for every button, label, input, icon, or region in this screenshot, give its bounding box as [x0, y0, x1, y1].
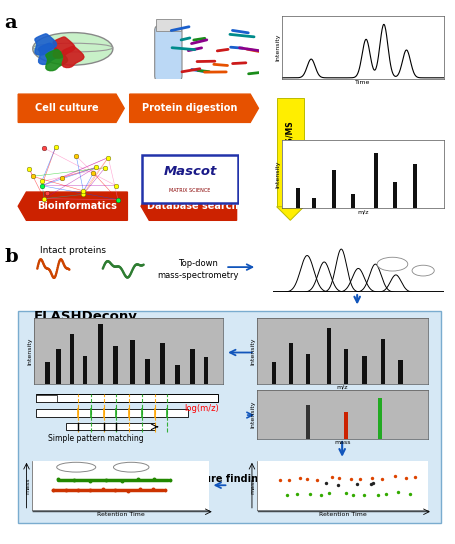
Text: Cell culture: Cell culture — [35, 103, 99, 113]
Polygon shape — [18, 192, 127, 220]
Text: a: a — [5, 14, 17, 32]
FancyBboxPatch shape — [18, 311, 441, 523]
Text: Bioinformatics: Bioinformatics — [37, 201, 117, 211]
Polygon shape — [277, 207, 304, 220]
Text: FLASHDeconv: FLASHDeconv — [34, 310, 138, 323]
Text: HPLC & MS/MS: HPLC & MS/MS — [286, 122, 295, 186]
Polygon shape — [18, 94, 124, 122]
Text: b: b — [5, 248, 18, 265]
Text: Database search: Database search — [147, 201, 239, 211]
Polygon shape — [130, 94, 258, 122]
Text: Feature finding: Feature finding — [180, 474, 266, 484]
Polygon shape — [141, 192, 237, 220]
Text: Protein digestion: Protein digestion — [142, 103, 238, 113]
Bar — [277, 98, 304, 207]
Text: Intact proteins: Intact proteins — [40, 246, 106, 255]
Text: Top-down
mass-spectrometry: Top-down mass-spectrometry — [157, 259, 239, 280]
